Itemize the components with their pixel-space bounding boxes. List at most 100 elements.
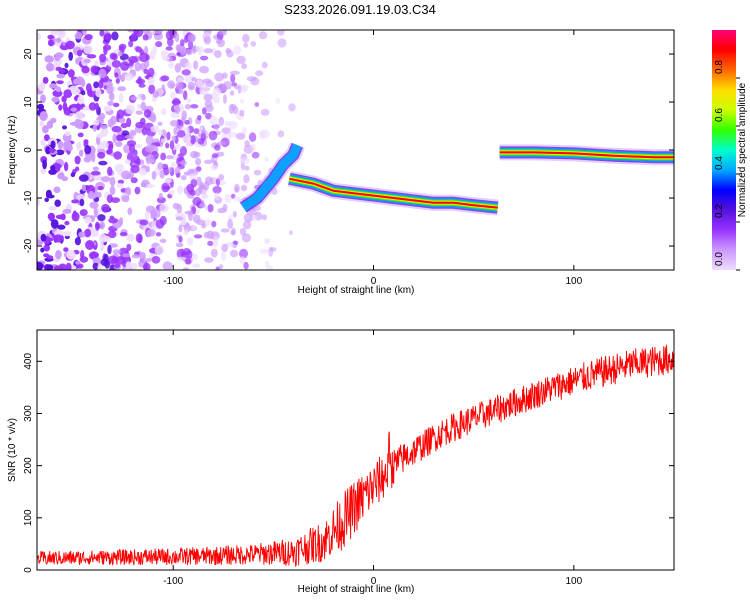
noise-cell [192, 44, 197, 54]
noise-cell [195, 188, 201, 197]
noise-cell [243, 174, 250, 184]
noise-cell [145, 183, 155, 189]
noise-cell [146, 230, 151, 238]
noise-cell [191, 225, 198, 231]
noise-cell [204, 257, 214, 263]
x-tick-label: 0 [371, 276, 377, 287]
noise-cell [74, 166, 80, 172]
noise-cell [161, 55, 170, 61]
noise-cell [50, 219, 59, 229]
noise-cell [139, 117, 146, 126]
noise-cell [47, 212, 56, 221]
noise-cell [165, 142, 170, 149]
noise-cell [57, 224, 66, 230]
noise-cell [118, 117, 126, 124]
noise-cell [75, 260, 81, 265]
noise-cell [92, 124, 97, 132]
noise-cell [49, 83, 58, 89]
x-tick-label: 0 [371, 576, 377, 587]
noise-cell [72, 210, 77, 218]
noise-cell [195, 157, 202, 166]
noise-cell [240, 98, 245, 104]
noise-cell [168, 61, 175, 69]
noise-cell [184, 210, 194, 215]
noise-cell [39, 111, 48, 121]
noise-cell [89, 201, 99, 209]
noise-cell [63, 161, 69, 172]
noise-cell [74, 155, 81, 165]
noise-cell [175, 82, 184, 90]
noise-cell [227, 219, 234, 230]
noise-cell [63, 89, 73, 98]
y-tick-label: 0 [23, 147, 34, 153]
noise-cell [192, 196, 202, 206]
noise-cell [54, 52, 64, 59]
noise-cell [50, 165, 56, 171]
noise-cell [138, 83, 146, 88]
track-band [289, 177, 498, 209]
noise-cell [277, 38, 287, 48]
noise-cell [134, 186, 141, 195]
noise-cell [57, 140, 64, 150]
noise-cell [277, 130, 285, 138]
noise-cell [66, 144, 73, 152]
noise-cell [71, 199, 80, 204]
noise-cell [174, 32, 180, 43]
noise-cell [90, 229, 100, 237]
noise-cell [176, 203, 182, 214]
noise-cell [156, 196, 166, 204]
noise-cell [55, 66, 63, 72]
noise-cell [110, 197, 121, 204]
noise-cell [68, 51, 73, 61]
colorbar-ticks: 0.0 0.2 0.4 0.6 0.8 [714, 60, 740, 271]
noise-cell [229, 70, 240, 75]
noise-cell [124, 134, 133, 140]
noise-cell [232, 196, 242, 201]
noise-cell [151, 255, 161, 264]
noise-cell [210, 164, 218, 171]
noise-cell [79, 149, 84, 157]
y-tick-label: 10 [23, 96, 34, 108]
noise-cell [176, 256, 187, 261]
noise-cell [175, 216, 184, 221]
noise-cell [58, 104, 63, 111]
noise-cell [145, 165, 150, 173]
noise-cell [115, 134, 125, 142]
noise-cell [168, 166, 173, 173]
noise-cell [107, 148, 113, 154]
noise-cell [70, 107, 77, 112]
noise-cell [43, 244, 51, 252]
noise-cell [152, 90, 159, 98]
noise-cell [48, 148, 56, 154]
noise-cell [79, 209, 88, 217]
noise-cell [77, 132, 84, 138]
noise-cell [178, 236, 183, 243]
noise-cell [250, 143, 256, 152]
noise-cell [108, 217, 118, 224]
noise-cell [126, 152, 134, 162]
noise-cell [100, 124, 108, 130]
noise-cell [177, 45, 187, 54]
noise-cell [74, 237, 81, 246]
noise-cell [124, 159, 131, 164]
noise-cell [93, 81, 99, 89]
noise-cell [101, 203, 110, 213]
noise-cell [106, 194, 113, 204]
noise-cell [193, 60, 199, 70]
noise-cell [221, 127, 231, 134]
y-tick-label: -20 [23, 238, 34, 253]
noise-cell [158, 192, 163, 200]
noise-cell [157, 162, 164, 170]
noise-cell [259, 248, 269, 254]
noise-cell [40, 167, 47, 175]
noise-cell [234, 186, 239, 192]
noise-cell [116, 109, 125, 119]
noise-cell [248, 132, 257, 142]
noise-cell [111, 31, 119, 41]
x-tick-label: 100 [565, 576, 582, 587]
noise-cell [46, 255, 54, 260]
noise-cell [48, 169, 57, 175]
track-band [499, 151, 674, 159]
noise-cell [147, 76, 155, 86]
noise-cell [151, 170, 157, 180]
